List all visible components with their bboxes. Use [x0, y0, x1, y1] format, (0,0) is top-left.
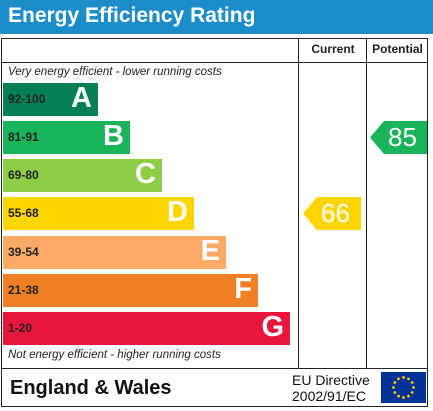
- chart-title: Energy Efficiency Rating: [8, 4, 256, 27]
- directive-line-1: EU Directive: [292, 372, 370, 388]
- band-letter-label: D: [167, 196, 188, 228]
- band-d: 55-68 D: [3, 196, 194, 230]
- potential-column-divider: [366, 38, 367, 369]
- eu-star-icon: [393, 381, 397, 384]
- band-c: 69-80 C: [3, 158, 162, 192]
- title-bar: Energy Efficiency Rating: [0, 0, 433, 34]
- band-f: 21-38 F: [3, 273, 258, 307]
- potential-rating-arrow-value: 85: [388, 122, 417, 152]
- band-g: 1-20 G: [3, 311, 290, 345]
- band-range-label: 39-54: [8, 245, 39, 259]
- eu-star-icon: [410, 381, 414, 384]
- band-letter-label: F: [234, 273, 252, 305]
- band-a: 92-100 A: [3, 82, 98, 116]
- band-letter-label: A: [71, 82, 92, 114]
- potential-column-header: Potential: [372, 42, 423, 56]
- current-rating-arrow: 66: [303, 197, 361, 230]
- rating-frame: [1, 38, 428, 407]
- current-column-divider: [298, 38, 299, 369]
- eu-star-icon: [412, 386, 415, 389]
- top-note: Very energy efficient - lower running co…: [8, 66, 222, 78]
- band-letter-label: C: [135, 158, 156, 190]
- band-range-label: 21-38: [8, 283, 39, 297]
- eu-star-icon: [410, 391, 414, 394]
- potential-rating-arrow: 85: [370, 121, 427, 154]
- band-range-label: 92-100: [8, 92, 46, 106]
- current-rating-arrow-value: 66: [321, 198, 350, 228]
- eu-star-icon: [407, 394, 410, 398]
- eu-flag-icon: [381, 372, 426, 403]
- band-letter-label: B: [103, 120, 124, 152]
- eu-star-icon: [402, 376, 405, 379]
- eu-star-icon: [397, 394, 400, 398]
- footer-country: England & Wales: [10, 377, 172, 399]
- eu-star-icon: [392, 386, 395, 389]
- band-b: 81-91 B: [3, 120, 130, 154]
- band-letter-label: E: [200, 235, 220, 267]
- band-range-label: 55-68: [8, 206, 39, 220]
- potential-rating-arrow-shape: [370, 121, 427, 154]
- eu-star-icon: [397, 377, 400, 381]
- footer-directive: EU Directive 2002/91/EC: [292, 372, 370, 404]
- eu-star-icon: [402, 396, 405, 399]
- band-range-label: 69-80: [8, 168, 39, 182]
- eu-star-icon: [393, 391, 397, 394]
- band-range-label: 81-91: [8, 130, 39, 144]
- band-range-label: 1-20: [8, 321, 33, 335]
- current-rating-arrow-shape: [303, 197, 361, 230]
- band-e: 39-54 E: [3, 235, 226, 269]
- current-column-header: Current: [311, 42, 355, 56]
- band-letter-label: G: [261, 311, 284, 343]
- header-divider: [1, 62, 428, 63]
- eu-star-icon: [407, 377, 410, 381]
- directive-line-2: 2002/91/EC: [292, 388, 366, 404]
- footer-divider: [1, 368, 428, 369]
- bottom-note: Not energy efficient - higher running co…: [8, 349, 221, 361]
